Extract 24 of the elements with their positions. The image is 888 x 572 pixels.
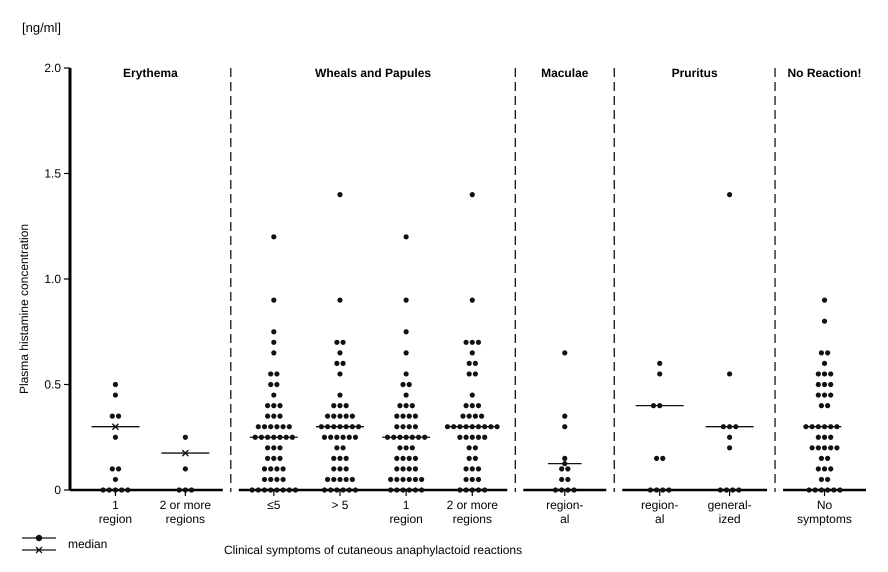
text: [ng/ml]	[22, 20, 62, 35]
chart-title: Pruritus	[672, 66, 718, 80]
x-tick-label: No symptoms	[797, 498, 852, 526]
x-tick-label: 2 or more regions	[446, 498, 498, 526]
legend-label: median	[68, 537, 108, 552]
y-tick-label: 2.0	[44, 61, 62, 76]
x-tick-label: 2 or more regions	[160, 498, 212, 526]
y-tick-label: 0.5	[44, 378, 62, 392]
x-tick-label: region- al	[641, 498, 678, 526]
x-tick-label: general- ized	[708, 498, 752, 526]
x-tick-label: region- al	[546, 498, 584, 526]
x-tick-label: 1 region	[98, 498, 132, 526]
y-tick-label: 1.5	[44, 166, 62, 181]
x-tick-label: ≤5	[267, 498, 281, 512]
chart-title: Wheals and Papules	[315, 66, 432, 80]
y-axis-title: Plasma histamine concentration	[17, 224, 31, 394]
y-tick-label: 1.0	[44, 272, 62, 286]
x-tick-label: 1 region	[389, 498, 423, 526]
chart-title: No Reaction!	[788, 66, 862, 80]
x-axis-title: Clinical symptoms of cutaneous anaphylactoid reactions	[224, 543, 522, 557]
x-tick-label: > 5	[331, 498, 349, 512]
chart-title: Maculae	[541, 66, 589, 80]
y-tick-label: 0	[54, 483, 62, 498]
chart-title: Erythema	[123, 66, 178, 80]
